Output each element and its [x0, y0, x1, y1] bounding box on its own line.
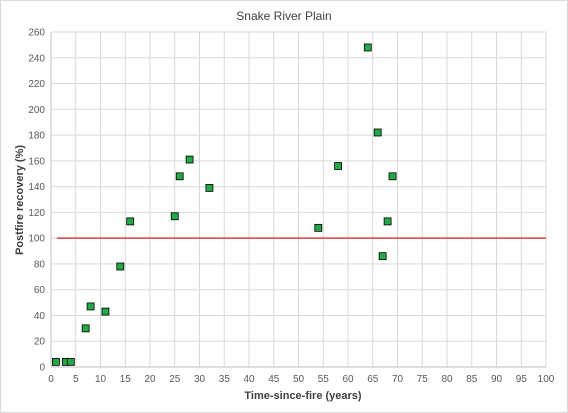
y-tick-label: 240: [28, 53, 45, 64]
y-tick-label: 200: [28, 105, 45, 116]
y-tick-label: 180: [28, 131, 45, 142]
data-point: [86, 302, 95, 311]
x-tick-label: 55: [318, 374, 330, 385]
x-tick-label: 70: [392, 374, 404, 385]
x-tick-label: 40: [243, 374, 255, 385]
data-point: [175, 172, 184, 181]
data-point: [388, 172, 397, 181]
data-point: [101, 307, 110, 316]
axes: 0 20 40 60 80 100 120 140 160 180 200 220 240 260 0 5 10…: [28, 28, 554, 386]
x-tick-label: 0: [48, 374, 54, 385]
x-tick-label: 65: [367, 374, 379, 385]
x-tick-label: 10: [95, 374, 107, 385]
grid-lines: [50, 31, 547, 368]
data-point: [116, 262, 125, 271]
data-point: [334, 162, 343, 170]
x-axis-title: Time-since-fire (years): [244, 390, 362, 402]
data-points: [52, 43, 397, 366]
data-point: [66, 357, 75, 366]
x-tick-label: 25: [169, 374, 181, 385]
y-tick-label: 20: [34, 337, 46, 348]
y-tick-label: 40: [34, 311, 46, 322]
x-tick-label: 35: [219, 374, 231, 385]
y-tick-label: 140: [28, 182, 45, 193]
y-tick-label: 0: [39, 363, 45, 374]
data-point: [205, 184, 214, 192]
y-tick-label: 160: [28, 156, 45, 167]
x-tick-label: 80: [441, 374, 453, 385]
x-tick-label: 95: [516, 374, 528, 385]
y-tick-label: 80: [34, 259, 46, 270]
chart-title: Snake River Plain: [236, 9, 331, 23]
x-tick-label: 75: [417, 374, 429, 385]
x-tick-label: 60: [342, 374, 354, 385]
y-tick-label: 220: [28, 79, 45, 90]
y-axis-title: Postfire recovery (%): [14, 145, 26, 255]
data-point: [378, 252, 387, 261]
data-point: [52, 357, 60, 366]
data-point: [383, 217, 392, 226]
y-tick-label: 100: [28, 234, 45, 245]
x-tick-label: 20: [144, 374, 156, 385]
x-tick-label: 85: [466, 374, 478, 385]
data-point: [185, 155, 194, 164]
data-point: [314, 223, 323, 232]
data-point: [126, 217, 135, 226]
y-tick-label: 260: [28, 28, 45, 39]
x-tick-label: 90: [491, 374, 503, 385]
data-point: [373, 128, 382, 137]
x-tick-label: 30: [194, 374, 206, 385]
x-tick-label: 45: [268, 374, 280, 385]
x-tick-label: 100: [538, 374, 555, 385]
data-point: [170, 212, 179, 221]
data-point: [81, 324, 90, 333]
y-tick-label: 120: [28, 208, 45, 219]
x-tick-label: 50: [293, 374, 305, 385]
x-tick-label: 5: [73, 374, 79, 385]
y-tick-label: 60: [34, 285, 46, 296]
x-tick-label: 15: [120, 374, 132, 385]
data-point: [363, 43, 372, 52]
